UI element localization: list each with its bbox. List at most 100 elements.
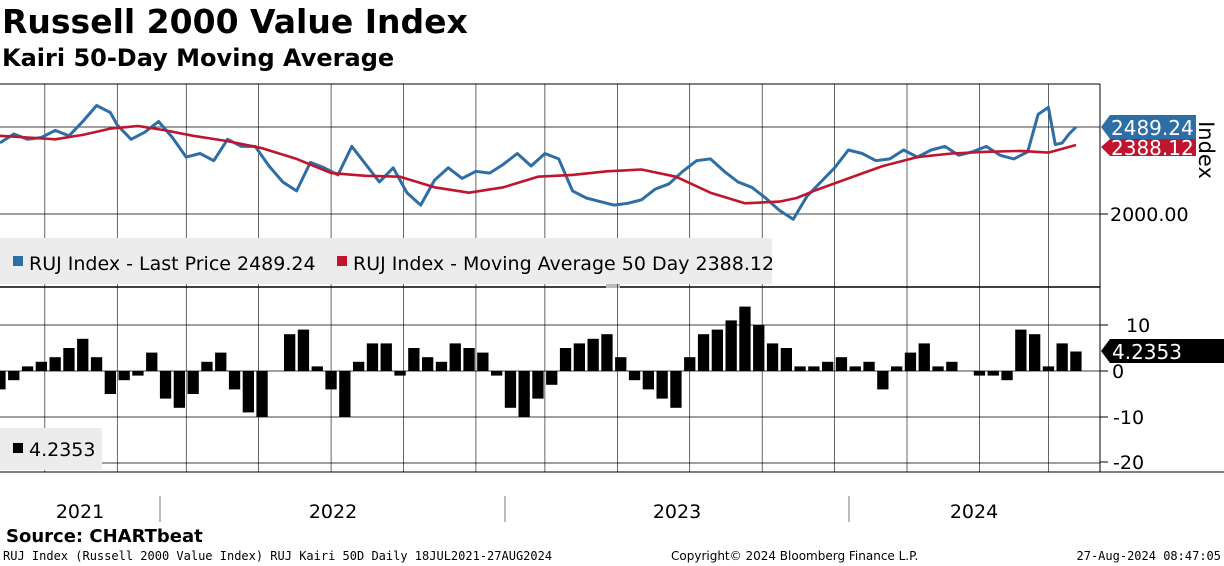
kairi-bar <box>366 343 379 371</box>
footer-timestamp: 27-Aug-2024 08:47:05 <box>1076 549 1222 563</box>
kairi-bar <box>0 371 6 390</box>
kairi-bar <box>1070 351 1082 371</box>
kairi-bar <box>835 357 848 371</box>
chart-subtitle: Kairi 50-Day Moving Average <box>2 44 395 72</box>
kairi-bar <box>987 371 999 376</box>
kairi-bar <box>228 371 241 390</box>
kairi-bar <box>739 306 751 371</box>
kairi-bar <box>35 361 47 371</box>
kairi-bar <box>642 371 654 390</box>
kairi-bar <box>794 366 806 371</box>
kairi-tag: 4.2353 <box>1101 339 1224 364</box>
kairi-bar <box>573 343 585 371</box>
kairi-bar <box>1042 366 1055 371</box>
kairi-bar <box>311 366 323 371</box>
source-note: Source: CHARTbeat <box>6 526 203 547</box>
kairi-tag-label: 4.2353 <box>1112 340 1182 364</box>
kairi-bar <box>422 357 434 371</box>
x-label-2021: 2021 <box>56 501 104 523</box>
kairi-bar <box>628 371 641 381</box>
kairi-bar <box>504 371 517 408</box>
kairi-bar <box>1001 371 1013 381</box>
kairi-bar <box>8 371 20 381</box>
kairi-bar <box>380 343 392 371</box>
moving-average-tag: 2388.12 <box>1101 136 1196 160</box>
kairi-bar <box>1029 334 1041 371</box>
kairi-bar <box>63 348 75 371</box>
legend-label-ma: RUJ Index - Moving Average 50 Day 2388.1… <box>353 253 774 275</box>
kairi-bar <box>1015 329 1027 371</box>
kairi-bar <box>891 366 903 371</box>
x-label-2022: 2022 <box>309 501 357 523</box>
price-legend: RUJ Index - Last Price 2489.24 RUJ Index… <box>0 238 774 284</box>
kairi-bar <box>601 334 613 371</box>
kairi-bar <box>849 366 861 371</box>
legend-label-kairi: 4.2353 <box>29 439 95 461</box>
kairi-bar <box>49 357 61 371</box>
price-lines <box>0 104 1078 221</box>
chart-title: Russell 2000 Value Index <box>2 2 468 41</box>
y-tick-label-10: 10 <box>1126 315 1150 337</box>
y-tick-label-neg10: -10 <box>1113 407 1144 429</box>
kairi-bar <box>256 371 268 417</box>
last-price-tag-label: 2489.24 <box>1111 116 1194 140</box>
kairi-bar <box>21 366 34 371</box>
legend-swatch-ma <box>337 256 347 266</box>
kairi-bar <box>725 320 737 371</box>
moving-average-line <box>0 124 1077 205</box>
kairi-bar <box>863 361 875 371</box>
kairi-bar <box>532 371 544 399</box>
kairi-bar <box>1056 343 1068 371</box>
kairi-bar <box>132 371 144 376</box>
kairi-bar <box>822 361 834 371</box>
kairi-bar <box>77 338 89 371</box>
x-axis: 2021 2022 2023 2024 <box>56 496 998 523</box>
kairi-legend: 4.2353 <box>0 428 102 470</box>
kairi-bar <box>90 357 103 371</box>
kairi-bar <box>104 371 116 394</box>
kairi-bar <box>284 334 296 371</box>
kairi-bar <box>477 352 489 371</box>
kairi-bar <box>339 371 351 417</box>
kairi-bar <box>187 371 199 394</box>
kairi-bar <box>697 334 710 371</box>
y-axis-label: Index <box>1194 121 1218 179</box>
kairi-bar <box>932 366 944 371</box>
panel-resize-handle[interactable] <box>606 284 620 288</box>
kairi-bar <box>408 348 420 371</box>
kairi-bar <box>463 348 475 371</box>
kairi-bar <box>766 343 779 371</box>
kairi-bar <box>297 329 310 371</box>
kairi-bar <box>587 338 599 371</box>
legend-background <box>0 238 772 284</box>
kairi-bar <box>904 352 917 371</box>
footer-description: RUJ Index (Russell 2000 Value Index) RUJ… <box>3 549 553 563</box>
kairi-bar <box>670 371 682 408</box>
kairi-bar <box>946 361 958 371</box>
kairi-bar <box>711 329 723 371</box>
kairi-bar <box>780 348 792 371</box>
price-series-line <box>0 104 1078 221</box>
kairi-bar <box>615 357 627 371</box>
kairi-bar <box>146 352 158 371</box>
kairi-bar <box>242 371 254 413</box>
y-tick-label-neg20: -20 <box>1113 452 1144 474</box>
kairi-bar <box>159 371 172 399</box>
moving-average-tag-label: 2388.12 <box>1111 136 1194 160</box>
legend-swatch-price <box>13 256 23 266</box>
kairi-bar <box>546 371 558 385</box>
kairi-bar <box>918 343 930 371</box>
kairi-bar <box>491 371 503 376</box>
kairi-bar <box>753 325 765 371</box>
x-label-2023: 2023 <box>653 501 701 523</box>
kairi-bar <box>353 361 365 371</box>
legend-label-price: RUJ Index - Last Price 2489.24 <box>29 253 316 275</box>
kairi-bar <box>118 371 130 381</box>
y-tick-label-0: 0 <box>1112 361 1124 383</box>
kairi-bar <box>435 361 448 371</box>
kairi-bar <box>325 371 337 390</box>
legend-swatch-kairi <box>13 443 23 453</box>
kairi-bar <box>877 371 889 390</box>
kairi-bar <box>201 361 213 371</box>
